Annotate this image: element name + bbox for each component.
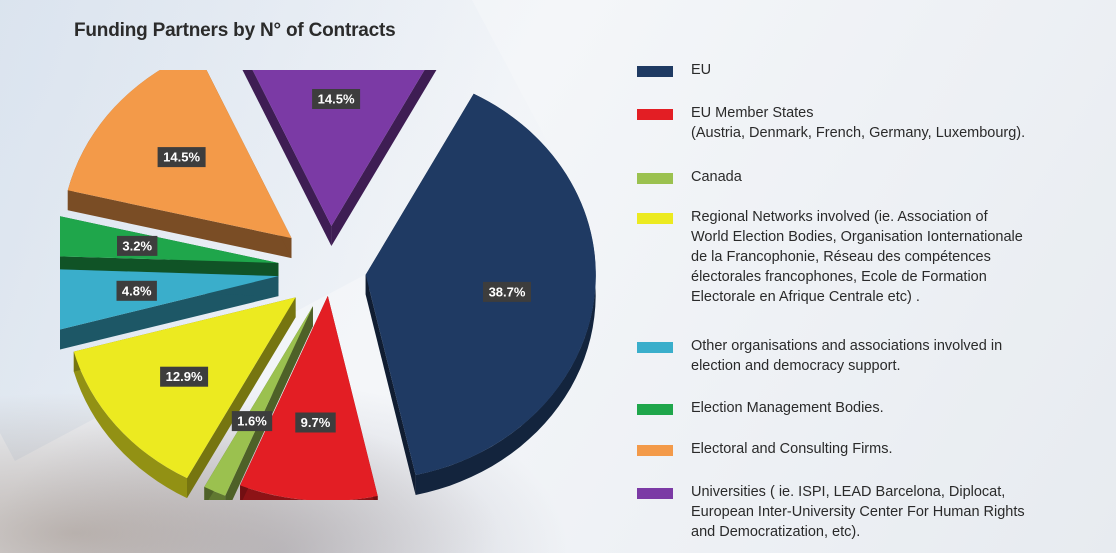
legend-label-line: Electorale en Afrique Centrale etc) . — [691, 289, 920, 305]
pie-slice-canada — [204, 306, 313, 500]
data-label: 9.7% — [301, 415, 331, 430]
legend-swatch — [637, 404, 673, 415]
legend-label-line: Electoral and Consulting Firms. — [691, 441, 893, 457]
legend-swatch — [637, 173, 673, 184]
legend-label-line: EU Member States — [691, 105, 814, 121]
legend-swatch — [637, 109, 673, 120]
data-label-box — [231, 411, 273, 432]
legend-label-line: Election Management Bodies. — [691, 400, 884, 416]
legend-label-line: de la Francophonie, Réseau des compétenc… — [691, 249, 991, 265]
data-label-box — [157, 147, 206, 168]
data-label-box — [483, 281, 531, 302]
legend-label-line: Other organisations and associations inv… — [691, 338, 1003, 354]
legend-label-line: Regional Networks involved (ie. Associat… — [691, 209, 988, 225]
pie-slice-regional-networks-involved — [73, 297, 296, 499]
data-label: 12.9% — [166, 369, 203, 384]
legend-swatch — [637, 488, 673, 499]
legend-label-line: (Austria, Denmark, French, Germany, Luxe… — [691, 125, 1026, 141]
legend-label-line: election and democracy support. — [691, 358, 901, 374]
legend-label: Electoral and Consulting Firms. — [691, 439, 1111, 459]
legend-label: EU Member States (Austria, Denmark, Frenc… — [691, 103, 1111, 143]
pie-slice-universities — [242, 70, 437, 246]
data-label: 38.7% — [489, 284, 526, 299]
data-label: 4.8% — [122, 283, 152, 298]
legend-label-line: électorales francophones, Ecole de Forma… — [691, 269, 987, 285]
data-label-box — [295, 412, 336, 433]
legend-label: Universities ( ie. ISPI, LEAD Barcelona,… — [691, 482, 1111, 542]
legend-label-line: and Democratization, etc). — [691, 524, 861, 540]
data-label: 3.2% — [122, 238, 152, 253]
pie-slice-eu — [365, 93, 596, 496]
legend-swatch — [637, 66, 673, 77]
data-label-box — [117, 235, 158, 256]
legend-label-line: European Inter-University Center For Hum… — [691, 504, 1025, 520]
legend-swatch — [637, 342, 673, 353]
legend-label-line: Universities ( ie. ISPI, LEAD Barcelona,… — [691, 484, 1006, 500]
data-label: 14.5% — [318, 92, 355, 107]
pie-slice-other-organisations-and-associations-involved — [60, 269, 279, 350]
legend-label: Other organisations and associations inv… — [691, 336, 1111, 376]
legend-label: Regional Networks involved (ie. Associat… — [691, 207, 1111, 307]
legend-label: Election Management Bodies. — [691, 398, 1111, 418]
data-label-box — [160, 366, 209, 387]
data-label-box — [312, 89, 361, 109]
chart-title: Funding Partners by N° of Contracts — [74, 20, 396, 41]
pie-chart: 38.7% 9.7% 1.6% 12.9% 4.8% 3.2% 14.5% 14.5% — [60, 70, 596, 500]
data-label: 14.5% — [163, 150, 200, 165]
legend-label: EU — [691, 60, 1111, 80]
legend-swatch — [637, 213, 673, 224]
legend-label-line: EU — [691, 62, 712, 78]
data-label: 1.6% — [237, 414, 267, 429]
legend-label-line: World Election Bodies, Organisation Iont… — [691, 229, 1023, 245]
legend-swatch — [637, 445, 673, 456]
legend-label-line: Canada — [691, 169, 742, 185]
data-label-box — [116, 280, 157, 301]
pie-slice-eu-member-states — [240, 295, 378, 500]
legend-label: Canada — [691, 167, 1111, 187]
